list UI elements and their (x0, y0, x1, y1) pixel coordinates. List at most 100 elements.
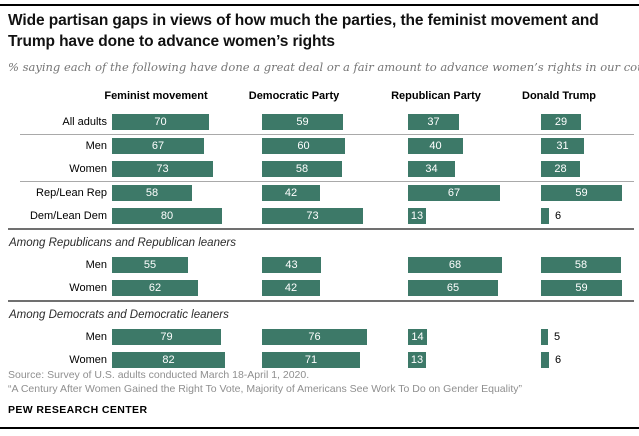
value-bar: 59 (541, 280, 622, 296)
bar-value: 62 (148, 282, 162, 294)
bar-value: 43 (285, 259, 298, 271)
value-bar: 73 (112, 161, 213, 177)
value-bar: 31 (541, 138, 584, 154)
value-bar: 14 (408, 329, 427, 345)
chart-row: Women 73 58 34 28 (0, 158, 639, 181)
row-label: Men (85, 259, 107, 271)
row-divider (20, 134, 634, 135)
bar-value: 70 (154, 116, 167, 128)
row-label: Women (69, 163, 107, 175)
value-bar: 58 (112, 185, 192, 201)
value-bar: 28 (541, 161, 580, 177)
row-label: Rep/Lean Rep (36, 187, 107, 199)
value-bar: 67 (408, 185, 500, 201)
column-header: Donald Trump (522, 90, 596, 102)
chart-row: Women 82 71 13 6 (0, 349, 639, 372)
value-bar: 59 (541, 185, 622, 201)
bar-value: 59 (575, 187, 588, 199)
chart-title: Wide partisan gaps in views of how much … (8, 12, 599, 50)
value-bar: 76 (262, 329, 367, 345)
value-bar: 58 (541, 257, 621, 273)
row-divider (20, 181, 634, 182)
bar-value: 59 (296, 116, 309, 128)
bar-value: 79 (160, 331, 173, 343)
bar-value: 42 (284, 282, 298, 294)
bar-value: 6 (555, 210, 562, 222)
value-bar: 60 (262, 138, 345, 154)
bar-value: 31 (556, 140, 569, 152)
chart-row: Men 79 76 14 5 (0, 326, 639, 349)
bar-value: 58 (145, 187, 159, 199)
chart-row: Rep/Lean Rep 58 42 67 59 (0, 182, 639, 205)
bar-value: 76 (308, 331, 321, 343)
value-bar: 55 (112, 257, 188, 273)
top-rule (0, 4, 639, 6)
bar-value: 6 (555, 354, 562, 366)
value-bar: 37 (408, 114, 459, 130)
bar-value: 58 (574, 259, 588, 271)
value-bar: 65 (408, 280, 498, 296)
bar-value: 34 (425, 163, 438, 175)
value-bar: 42 (262, 280, 320, 296)
value-bar: 70 (112, 114, 209, 130)
bar-value: 59 (575, 282, 588, 294)
brand-label: PEW RESEARCH CENTER (8, 404, 148, 416)
bar-value: 55 (143, 259, 157, 271)
value-bar: 59 (262, 114, 343, 130)
bar-value: 5 (554, 331, 561, 343)
bar-value: 67 (151, 140, 165, 152)
bar-value: 29 (554, 116, 568, 128)
bar-value: 73 (306, 210, 319, 222)
value-bar: 68 (408, 257, 502, 273)
value-bar: 13 (408, 352, 426, 368)
bar-value: 60 (297, 140, 310, 152)
bar-value: 28 (554, 163, 567, 175)
row-label: Women (69, 282, 107, 294)
value-bar: 58 (262, 161, 342, 177)
section-heading: Among Democrats and Democratic leaners (9, 309, 229, 321)
value-bar (541, 352, 549, 368)
value-bar: 13 (408, 208, 426, 224)
chart-row: All adults 70 59 37 29 (0, 111, 639, 134)
value-bar: 40 (408, 138, 463, 154)
bar-value: 71 (304, 354, 318, 366)
bar-value: 67 (447, 187, 461, 199)
value-bar: 62 (112, 280, 198, 296)
row-label: Dem/Lean Dem (29, 210, 107, 222)
bar-value: 37 (427, 116, 440, 128)
value-bar: 29 (541, 114, 581, 130)
value-bar: 82 (112, 352, 225, 368)
value-bar: 67 (112, 138, 204, 154)
value-bar: 73 (262, 208, 363, 224)
value-bar: 43 (262, 257, 321, 273)
bar-value: 13 (410, 210, 424, 222)
bar-value: 14 (411, 331, 424, 343)
row-divider (8, 300, 634, 302)
row-divider (8, 228, 634, 230)
row-label: Men (85, 331, 107, 343)
bar-value: 68 (448, 259, 462, 271)
chart-row: Men 55 43 68 58 (0, 254, 639, 277)
column-header: Democratic Party (248, 90, 340, 102)
source-line-2: “A Century After Women Gained the Right … (8, 383, 522, 395)
row-label: All adults (62, 116, 107, 128)
row-label: Men (85, 140, 107, 152)
bar-value: 13 (410, 354, 424, 366)
bar-value: 65 (446, 282, 460, 294)
column-header: Republican Party (391, 90, 481, 102)
bar-value: 58 (295, 163, 309, 175)
section-heading: Among Republicans and Republican leaners (9, 237, 236, 249)
chart-row: Women 62 42 65 59 (0, 277, 639, 300)
bar-chart: Feminist movement Democratic Party Republi… (0, 90, 639, 372)
value-bar (541, 329, 548, 345)
column-headers-row: Feminist movement Democratic Party Republi… (0, 90, 639, 111)
source-line-1: Source: Survey of U.S. adults conducted … (8, 369, 310, 381)
bar-value: 73 (156, 163, 169, 175)
value-bar: 34 (408, 161, 455, 177)
chart-subtitle: % saying each of the following have done… (8, 60, 639, 74)
row-label: Women (69, 354, 107, 366)
bar-value: 82 (162, 354, 175, 366)
value-bar (541, 208, 549, 224)
value-bar: 42 (262, 185, 320, 201)
